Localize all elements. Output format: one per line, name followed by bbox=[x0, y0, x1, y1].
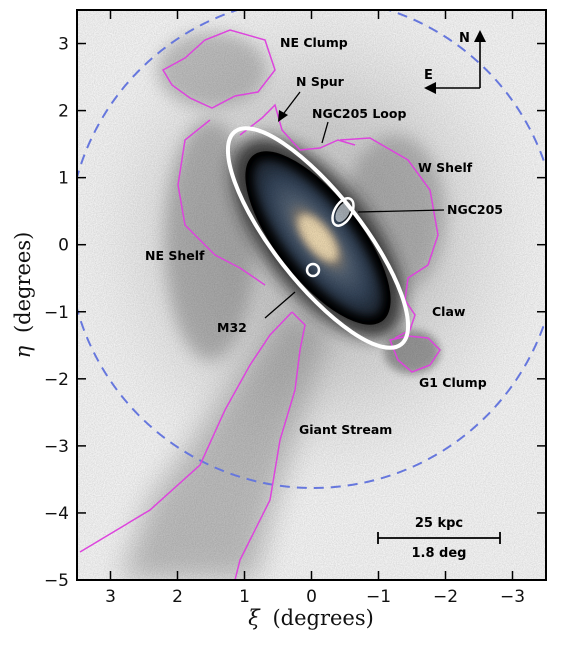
label-g1-clump: G1 Clump bbox=[419, 375, 487, 390]
y-axis-label: η (degrees) bbox=[11, 232, 35, 359]
label-m32: M32 bbox=[217, 320, 247, 335]
x-axis-symbol: ξ bbox=[248, 606, 261, 630]
x-tick-label: 2 bbox=[172, 587, 183, 607]
y-tick-label: 3 bbox=[58, 35, 69, 55]
y-tick-label: 2 bbox=[58, 102, 69, 122]
y-tick-label: −1 bbox=[44, 303, 69, 323]
y-tick-label: −5 bbox=[44, 571, 69, 591]
y-axis-unit: (degrees) bbox=[11, 232, 35, 333]
label-giant-stream: Giant Stream bbox=[299, 422, 392, 437]
compass: N E bbox=[424, 30, 486, 94]
label-w-shelf: W Shelf bbox=[418, 160, 473, 175]
ne-clump-contour bbox=[161, 29, 276, 109]
y-tick-label: −2 bbox=[44, 370, 69, 390]
y-axis-ticks: 3 2 1 0 −1 −2 −3 −4 −5 bbox=[44, 35, 546, 591]
scale-bar-physical-label: 25 kpc bbox=[415, 516, 463, 531]
label-pointers bbox=[264, 91, 445, 319]
y-axis-symbol: η bbox=[11, 345, 35, 358]
y-tick-label: 0 bbox=[58, 236, 69, 256]
east-arrowhead bbox=[424, 82, 436, 94]
x-tick-label: −1 bbox=[366, 587, 391, 607]
x-tick-label: 0 bbox=[306, 587, 317, 607]
label-ne-shelf: NE Shelf bbox=[145, 248, 205, 263]
ngc205-loop-pointer bbox=[321, 121, 329, 144]
x-axis-ticks: 3 2 1 0 −1 −2 −3 bbox=[105, 10, 525, 607]
m32-pointer bbox=[264, 291, 296, 319]
compass-north-label: N bbox=[459, 31, 470, 46]
ngc205-outline-ellipse bbox=[331, 197, 355, 227]
ne-shelf-contour bbox=[177, 119, 266, 286]
north-arrowhead bbox=[474, 30, 486, 42]
x-axis-unit: (degrees) bbox=[272, 606, 373, 630]
scale-bar: 25 kpc 1.8 deg bbox=[377, 516, 501, 561]
y-tick-label: −3 bbox=[44, 437, 69, 457]
y-tick-label: 1 bbox=[58, 169, 69, 189]
x-axis-label: ξ (degrees) bbox=[248, 606, 374, 630]
n-spur-arrowhead bbox=[278, 110, 288, 122]
w-shelf-contour bbox=[339, 137, 439, 339]
y-tick-label: −4 bbox=[44, 504, 69, 524]
ngc205-loop-contour bbox=[239, 103, 356, 151]
x-tick-label: 1 bbox=[239, 587, 250, 607]
giant-stream-contour-west bbox=[234, 311, 306, 580]
x-tick-label: 3 bbox=[105, 587, 116, 607]
label-ngc205: NGC205 bbox=[447, 202, 503, 217]
label-n-spur: N Spur bbox=[296, 74, 345, 89]
m32-outline-circle bbox=[305, 262, 321, 278]
x-tick-label: −2 bbox=[433, 587, 458, 607]
n-spur-pointer bbox=[280, 91, 301, 118]
compass-east-label: E bbox=[424, 68, 433, 83]
g1-clump-contour bbox=[388, 335, 441, 373]
star-density-map bbox=[77, 10, 546, 580]
x-tick-label: −3 bbox=[500, 587, 525, 607]
label-claw: Claw bbox=[432, 304, 466, 319]
scale-bar-angular-label: 1.8 deg bbox=[412, 546, 467, 561]
label-ne-clump: NE Clump bbox=[280, 35, 348, 50]
label-ngc205-loop: NGC205 Loop bbox=[312, 106, 406, 121]
feature-contours bbox=[79, 29, 441, 580]
ngc205-pointer bbox=[357, 209, 445, 213]
giant-stream-contour-east bbox=[79, 311, 293, 553]
